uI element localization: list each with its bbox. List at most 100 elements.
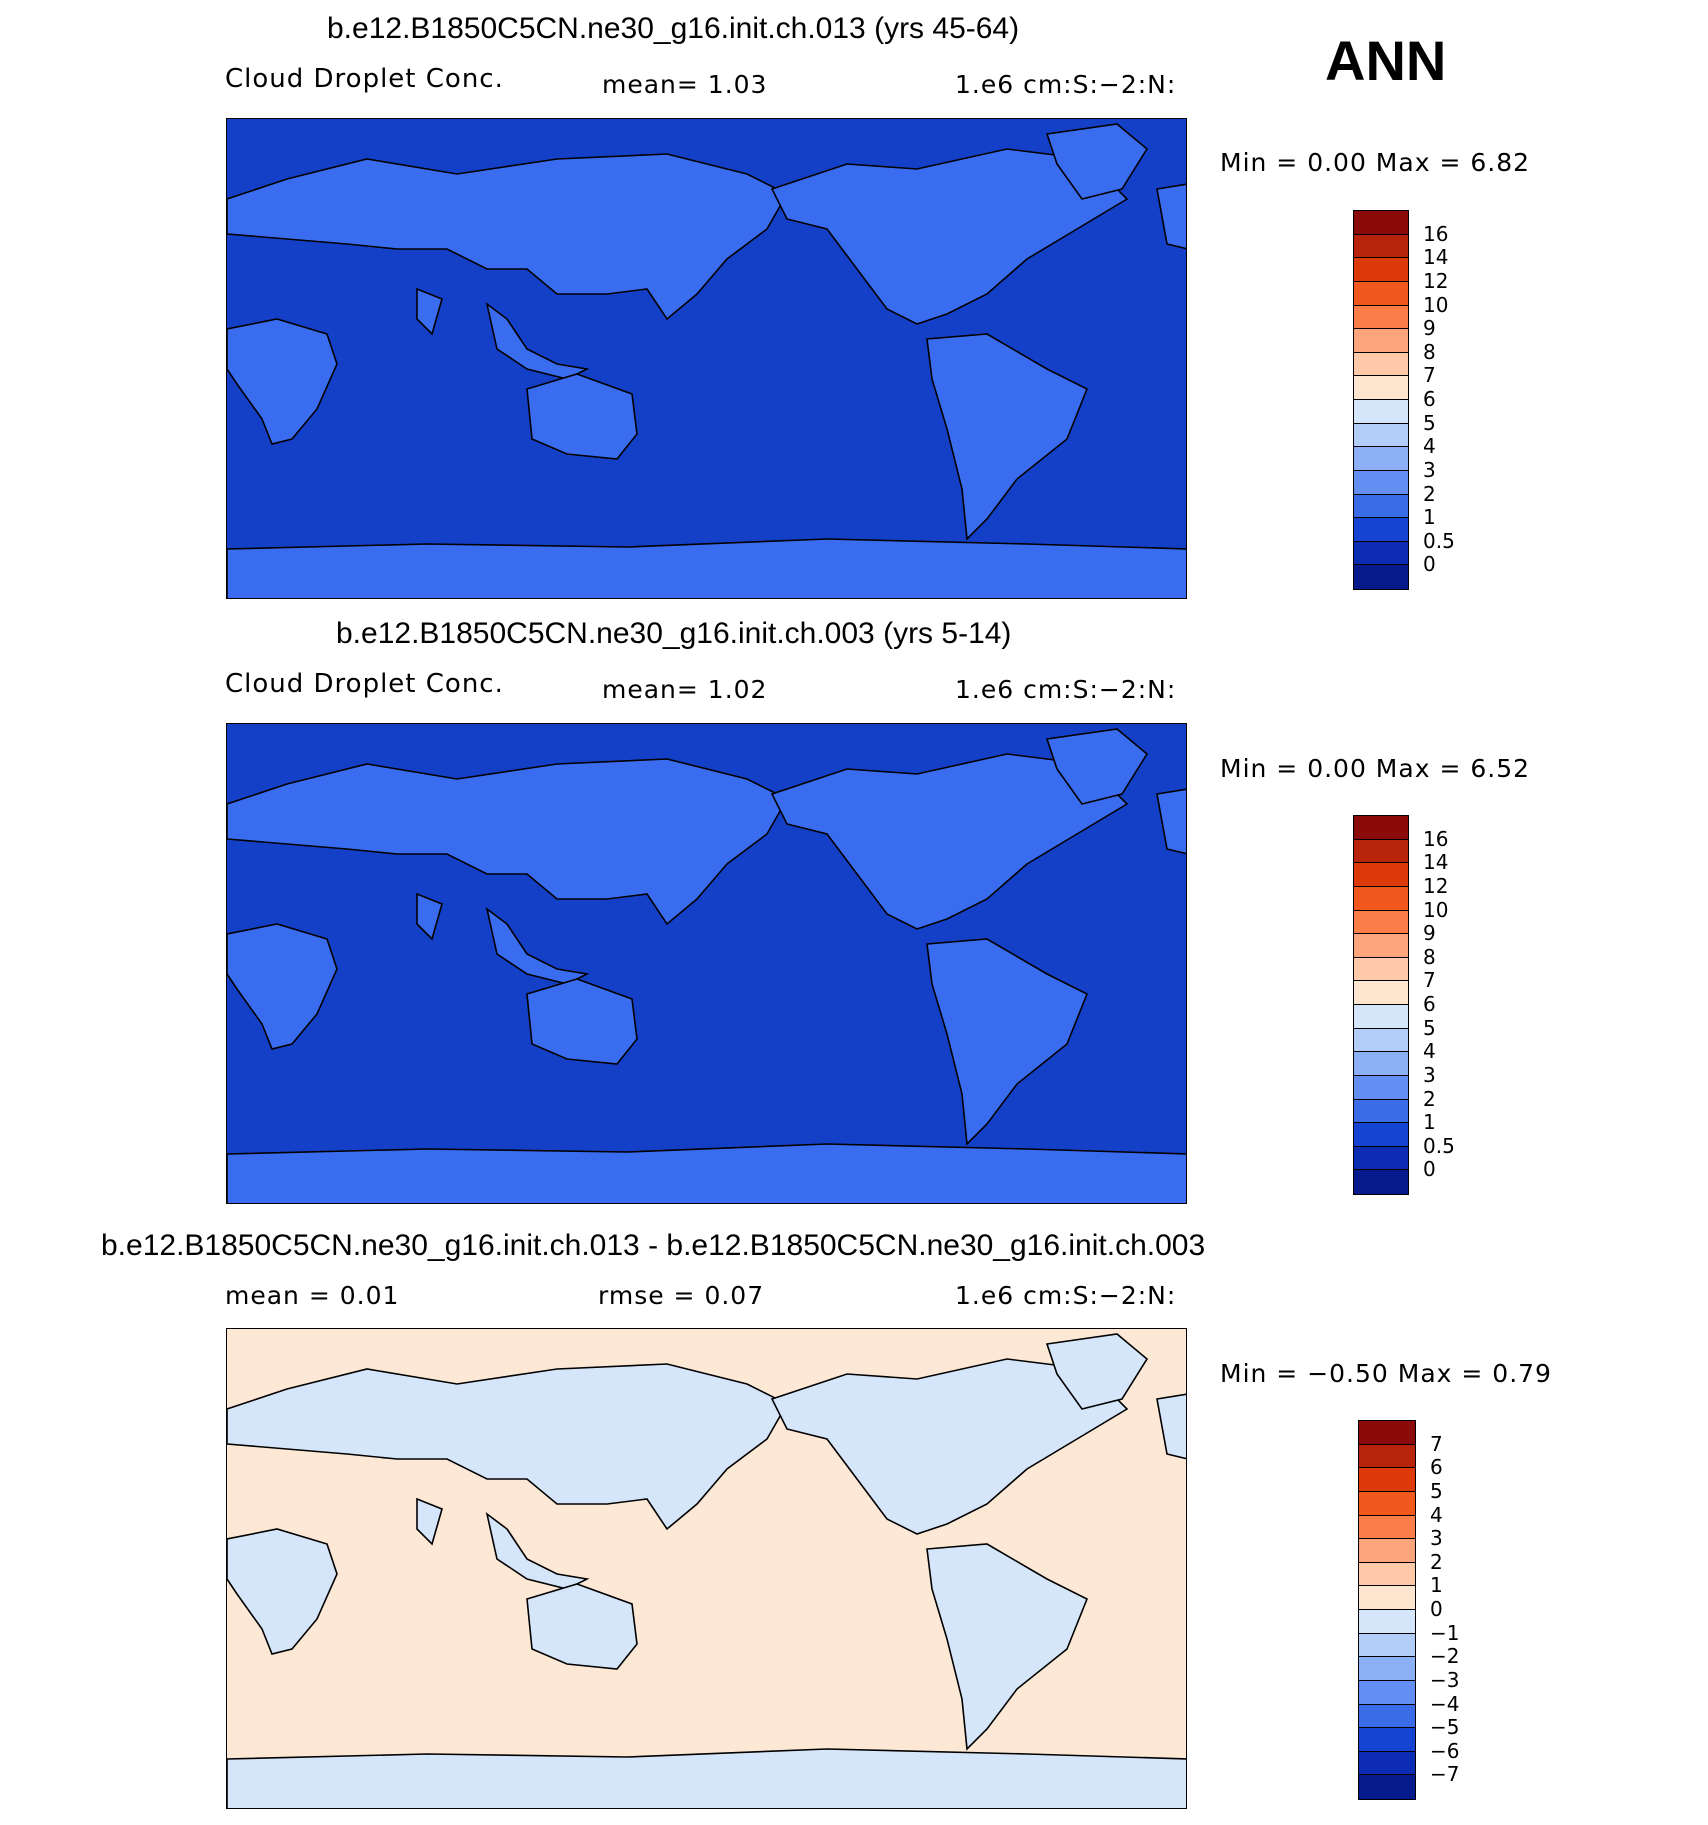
colorbar-segment xyxy=(1354,1099,1408,1124)
colorbar-label: 14 xyxy=(1423,245,1449,270)
colorbar-label: 5 xyxy=(1423,1015,1436,1040)
landmass-outline xyxy=(1156,183,1186,250)
colorbar-segment xyxy=(1354,258,1408,282)
colorbar-label: 16 xyxy=(1423,221,1449,246)
colorbar-label: 16 xyxy=(1423,826,1449,851)
panel2-map xyxy=(226,723,1187,1204)
colorbar-segment xyxy=(1354,934,1408,958)
colorbar-segment xyxy=(1354,1005,1408,1029)
panel3-colorbar xyxy=(1358,1420,1416,1800)
colorbar-segment xyxy=(1359,1586,1415,1610)
colorbar-segment xyxy=(1354,839,1408,864)
colorbar-label: 0.5 xyxy=(1423,1133,1455,1158)
colorbar-segment xyxy=(1359,1751,1415,1776)
colorbar-segment xyxy=(1354,1123,1408,1147)
panel1-map xyxy=(226,118,1187,599)
colorbar-segment xyxy=(1354,1052,1408,1076)
colorbar-segment xyxy=(1359,1491,1415,1516)
colorbar-segment xyxy=(1359,1728,1415,1752)
landmass-outline xyxy=(770,1358,1129,1535)
colorbar-label: 0 xyxy=(1423,552,1436,577)
colorbar-label: 12 xyxy=(1423,873,1449,898)
colorbar-label: 10 xyxy=(1423,292,1449,317)
panel2-colorbar xyxy=(1353,815,1409,1195)
colorbar-label: −6 xyxy=(1430,1738,1460,1763)
colorbar-label: 5 xyxy=(1423,410,1436,435)
colorbar-segment xyxy=(1354,886,1408,911)
colorbar-segment xyxy=(1354,447,1408,471)
landmass-outline xyxy=(227,1528,338,1655)
landmass-outline xyxy=(1045,728,1149,805)
colorbar-segment xyxy=(1354,352,1408,377)
colorbar-label: 2 xyxy=(1423,481,1436,506)
landmass-outline xyxy=(227,1748,1186,1808)
colorbar-label: −7 xyxy=(1430,1762,1460,1787)
colorbar-segment xyxy=(1354,981,1408,1005)
landmass-outline xyxy=(485,907,590,985)
colorbar-segment xyxy=(1359,1444,1415,1469)
panel3-units: 1.e6 cm:S:−2:N: xyxy=(955,1281,1177,1310)
landmass-outline xyxy=(1156,1393,1186,1460)
colorbar-segment xyxy=(1354,1028,1408,1053)
landmass-outline xyxy=(926,1543,1089,1751)
colorbar-segment xyxy=(1359,1775,1415,1799)
panel3-map xyxy=(226,1328,1187,1809)
colorbar-label: −2 xyxy=(1430,1644,1460,1669)
landmass-outline xyxy=(416,892,443,941)
colorbar-label: 7 xyxy=(1423,363,1436,388)
colorbar-segment xyxy=(1359,1562,1415,1587)
landmass-outline xyxy=(416,1497,443,1546)
colorbar-label: 7 xyxy=(1430,1431,1443,1456)
panel2-title: b.e12.B1850C5CN.ne30_g16.init.ch.003 (yr… xyxy=(336,617,1012,650)
colorbar-segment xyxy=(1354,1146,1408,1171)
colorbar-label: 4 xyxy=(1423,434,1436,459)
colorbar-label: 2 xyxy=(1423,1086,1436,1111)
colorbar-label: 1 xyxy=(1423,505,1436,530)
landmass-outline xyxy=(227,153,789,321)
colorbar-segment xyxy=(1359,1680,1415,1705)
colorbar-segment xyxy=(1354,494,1408,519)
landmass-outline xyxy=(416,287,443,336)
panel2-minmax: Min = 0.00 Max = 6.52 xyxy=(1220,754,1531,783)
colorbar-label: 0 xyxy=(1423,1157,1436,1182)
map-canvas xyxy=(227,724,1186,1203)
colorbar-segment xyxy=(1354,541,1408,566)
colorbar-label: −1 xyxy=(1430,1620,1460,1645)
panel3-mean: mean = 0.01 xyxy=(225,1281,400,1310)
colorbar-label: 1 xyxy=(1423,1110,1436,1135)
panel1-units: 1.e6 cm:S:−2:N: xyxy=(955,70,1177,99)
landmass-outline xyxy=(526,373,638,460)
landmass-outline xyxy=(770,148,1129,325)
colorbar-segment xyxy=(1354,816,1408,840)
colorbar-segment xyxy=(1354,1170,1408,1194)
panel3-rmse: rmse = 0.07 xyxy=(598,1281,765,1310)
landmass-outline xyxy=(227,923,338,1050)
colorbar-segment xyxy=(1359,1421,1415,1445)
landmass-outline xyxy=(227,1363,789,1531)
landmass-outline xyxy=(227,318,338,445)
colorbar-label: −5 xyxy=(1430,1715,1460,1740)
landmass-outline xyxy=(485,1512,590,1590)
landmass-outline xyxy=(526,978,638,1065)
panel1-variable: Cloud Droplet Conc. xyxy=(225,64,504,94)
colorbar-segment xyxy=(1354,329,1408,353)
colorbar-label: 9 xyxy=(1423,921,1436,946)
colorbar-label: 14 xyxy=(1423,850,1449,875)
colorbar-segment xyxy=(1354,305,1408,330)
colorbar-segment xyxy=(1354,470,1408,495)
colorbar-segment xyxy=(1354,910,1408,935)
panel2-mean: mean= 1.02 xyxy=(602,675,768,704)
colorbar-segment xyxy=(1354,957,1408,982)
colorbar-label: 12 xyxy=(1423,268,1449,293)
colorbar-segment xyxy=(1354,281,1408,306)
panel3-title: b.e12.B1850C5CN.ne30_g16.init.ch.013 - b… xyxy=(101,1229,1206,1262)
colorbar-segment xyxy=(1354,423,1408,448)
panel1-title: b.e12.B1850C5CN.ne30_g16.init.ch.013 (yr… xyxy=(327,12,1020,45)
landmass-outline xyxy=(1045,123,1149,200)
colorbar-segment xyxy=(1359,1657,1415,1681)
panel1-mean: mean= 1.03 xyxy=(602,70,768,99)
colorbar-segment xyxy=(1359,1610,1415,1634)
colorbar-label: 5 xyxy=(1430,1478,1443,1503)
colorbar-segment xyxy=(1359,1515,1415,1540)
landmass-outline xyxy=(227,758,789,926)
